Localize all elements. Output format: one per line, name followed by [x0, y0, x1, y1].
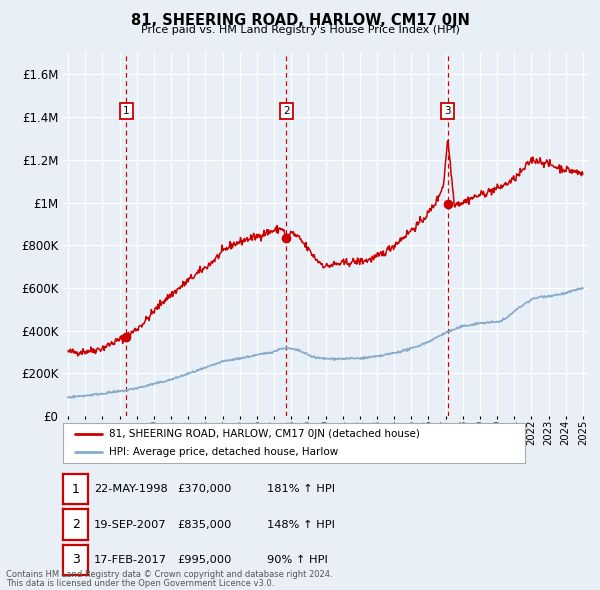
Text: 181% ↑ HPI: 181% ↑ HPI [267, 484, 335, 494]
Text: 81, SHEERING ROAD, HARLOW, CM17 0JN (detached house): 81, SHEERING ROAD, HARLOW, CM17 0JN (det… [109, 430, 420, 440]
Text: £995,000: £995,000 [177, 555, 232, 565]
Text: 1: 1 [123, 106, 130, 116]
Text: This data is licensed under the Open Government Licence v3.0.: This data is licensed under the Open Gov… [6, 579, 274, 588]
Text: 17-FEB-2017: 17-FEB-2017 [94, 555, 167, 565]
Text: 3: 3 [445, 106, 451, 116]
Text: 2: 2 [71, 518, 80, 531]
Text: 90% ↑ HPI: 90% ↑ HPI [267, 555, 328, 565]
Text: 148% ↑ HPI: 148% ↑ HPI [267, 520, 335, 529]
Text: £835,000: £835,000 [177, 520, 232, 529]
Text: HPI: Average price, detached house, Harlow: HPI: Average price, detached house, Harl… [109, 447, 338, 457]
Text: 3: 3 [71, 553, 80, 566]
Text: Price paid vs. HM Land Registry's House Price Index (HPI): Price paid vs. HM Land Registry's House … [140, 25, 460, 35]
Text: 1: 1 [71, 483, 80, 496]
Text: 22-MAY-1998: 22-MAY-1998 [94, 484, 168, 494]
Text: Contains HM Land Registry data © Crown copyright and database right 2024.: Contains HM Land Registry data © Crown c… [6, 571, 332, 579]
Text: 81, SHEERING ROAD, HARLOW, CM17 0JN: 81, SHEERING ROAD, HARLOW, CM17 0JN [131, 13, 469, 28]
Text: 19-SEP-2007: 19-SEP-2007 [94, 520, 167, 529]
Text: 2: 2 [283, 106, 290, 116]
Text: £370,000: £370,000 [177, 484, 232, 494]
